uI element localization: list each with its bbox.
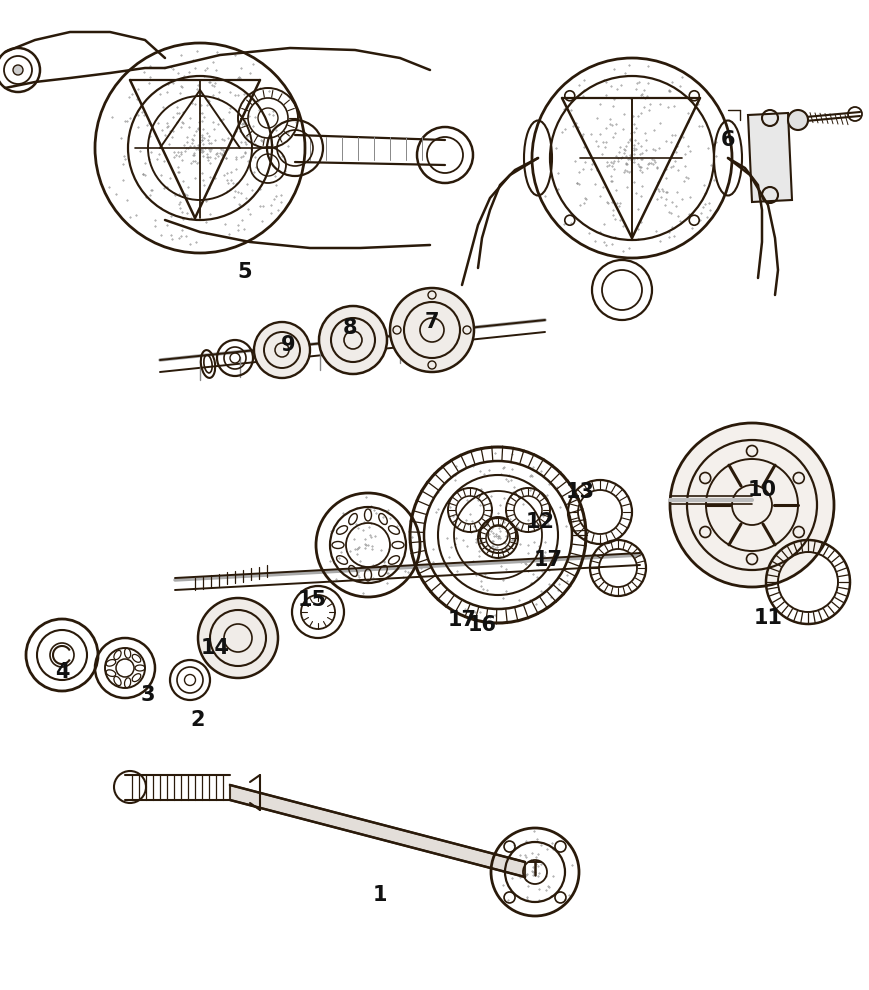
Circle shape	[389, 288, 474, 372]
Polygon shape	[229, 785, 524, 877]
Polygon shape	[747, 113, 791, 202]
Text: 5: 5	[237, 262, 252, 282]
Circle shape	[787, 110, 807, 130]
Text: 17: 17	[447, 610, 476, 630]
Text: 17: 17	[533, 550, 562, 570]
Circle shape	[319, 306, 387, 374]
Text: 8: 8	[342, 318, 357, 338]
Circle shape	[669, 423, 833, 587]
Text: 10: 10	[746, 480, 776, 500]
Text: 16: 16	[467, 615, 496, 635]
Text: 6: 6	[720, 130, 734, 150]
Text: 7: 7	[424, 312, 439, 332]
Text: 11: 11	[753, 608, 781, 628]
Text: 2: 2	[190, 710, 205, 730]
Text: 4: 4	[55, 662, 70, 682]
Text: 15: 15	[297, 590, 326, 610]
Text: 1: 1	[372, 885, 387, 905]
Text: 12: 12	[525, 512, 554, 532]
Text: 14: 14	[200, 638, 229, 658]
Circle shape	[254, 322, 309, 378]
Circle shape	[198, 598, 278, 678]
Circle shape	[13, 65, 23, 75]
Text: 3: 3	[141, 685, 155, 705]
Text: 13: 13	[565, 482, 594, 502]
Text: 9: 9	[281, 335, 295, 355]
